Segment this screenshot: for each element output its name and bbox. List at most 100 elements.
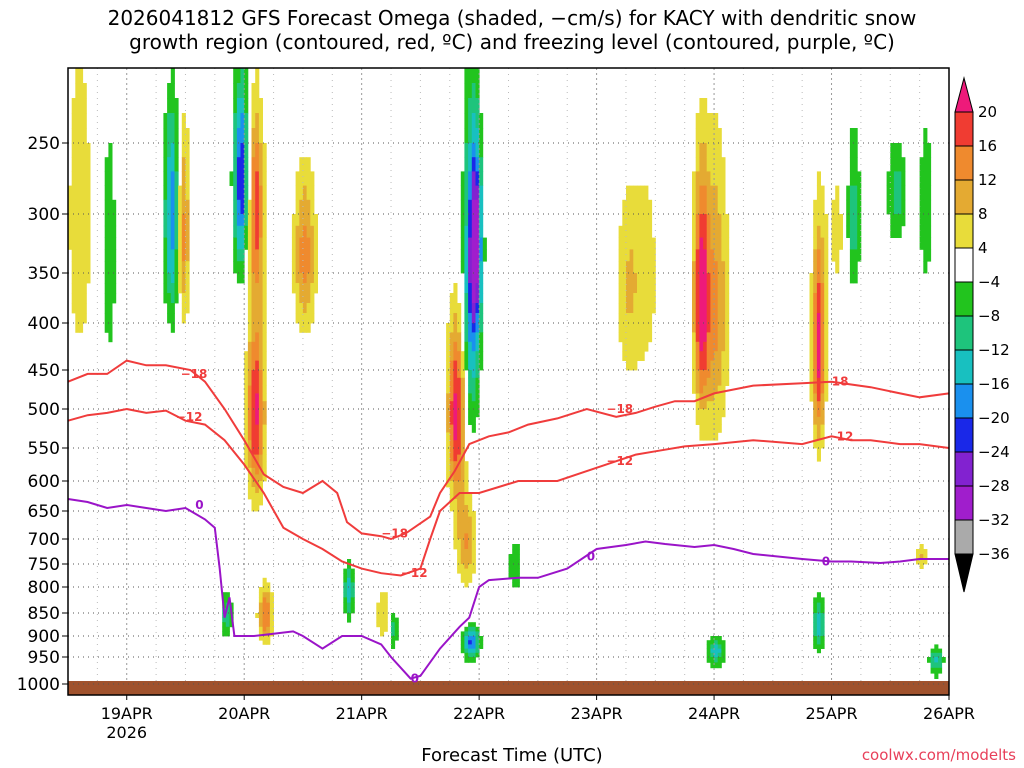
omega-cell (717, 393, 722, 402)
omega-cell (699, 98, 704, 114)
omega-cell (857, 171, 862, 186)
omega-cell (233, 261, 238, 274)
omega-cell (644, 214, 649, 227)
omega-cell (633, 225, 638, 238)
omega-cell (453, 544, 458, 550)
omega-cell (820, 323, 825, 333)
omega-cell (695, 157, 700, 172)
omega-cell (717, 657, 722, 663)
omega-cell (475, 83, 480, 99)
omega-cell (813, 597, 818, 603)
y-tick-label: 400 (28, 314, 60, 334)
omega-cell (813, 613, 818, 618)
omega-cell (255, 393, 260, 402)
omega-cell (350, 597, 355, 603)
omega-cell (714, 199, 719, 215)
omega-cell (725, 273, 730, 284)
omega-cell (174, 157, 179, 172)
omega-cell (82, 185, 87, 201)
omega-cell (258, 393, 263, 402)
omega-cell (82, 214, 87, 227)
plot-frame (67, 67, 950, 696)
omega-cell (703, 157, 708, 172)
omega-cell (938, 657, 943, 663)
omega-cell (383, 622, 388, 628)
omega-cell (471, 98, 476, 114)
omega-cell (453, 522, 458, 529)
omega-cell (82, 199, 87, 215)
omega-cell (813, 341, 818, 352)
omega-cell (468, 341, 473, 352)
omega-cell (174, 143, 179, 158)
omega-cell (453, 432, 458, 441)
omega-cell (453, 527, 458, 534)
omega-cell (816, 261, 821, 274)
omega-cell (460, 409, 465, 418)
omega-cell (695, 249, 700, 262)
omega-cell (706, 293, 711, 304)
omega-cell (622, 199, 627, 215)
omega-cell (266, 636, 271, 641)
omega-cell (710, 424, 715, 433)
omega-cell (71, 128, 76, 144)
omega-cell (919, 564, 924, 569)
omega-cell (706, 424, 711, 433)
omega-cell (938, 652, 943, 658)
omega-cell (725, 332, 730, 343)
omega-cell (262, 636, 267, 641)
omega-cell (258, 474, 263, 482)
omega-cell (813, 225, 818, 238)
omega-cell (229, 622, 234, 628)
omega-cell (453, 474, 458, 482)
y-tick-label: 1000 (17, 675, 60, 695)
omega-cell (262, 323, 267, 333)
omega-cell (468, 631, 473, 637)
omega-cell (471, 631, 476, 637)
omega-cell (464, 631, 469, 637)
omega-cell (446, 461, 451, 469)
omega-cell (251, 416, 256, 425)
omega-cell (181, 237, 186, 250)
omega-cell (453, 283, 458, 294)
omega-cell (475, 626, 480, 632)
omega-cell (453, 440, 458, 449)
omega-cell (262, 467, 267, 475)
omega-cell (897, 214, 902, 227)
omega-cell (629, 323, 634, 333)
omega-cell (468, 273, 473, 284)
omega-cell (310, 303, 315, 314)
omega-cell (75, 214, 80, 227)
omega-cell (185, 225, 190, 238)
omega-cell (515, 573, 520, 579)
omega-cell (449, 401, 454, 410)
omega-cell (347, 582, 352, 588)
omega-cell (468, 636, 473, 641)
omega-cell (813, 313, 818, 324)
credit-link[interactable]: coolwx.com/modelts (861, 746, 1016, 764)
omega-cell (886, 185, 891, 201)
omega-cell (457, 544, 462, 550)
omega-cell (648, 303, 653, 314)
omega-cell (471, 143, 476, 158)
omega-cell (240, 143, 245, 158)
omega-cell (255, 323, 260, 333)
omega-cell (703, 98, 708, 114)
omega-cell (853, 199, 858, 215)
omega-cell (468, 313, 473, 324)
omega-cell (460, 644, 465, 649)
omega-cell (460, 474, 465, 482)
omega-cell (79, 323, 84, 333)
omega-cell (835, 261, 840, 274)
omega-cell (258, 171, 263, 186)
omega-cell (468, 522, 473, 529)
omega-cell (222, 622, 227, 628)
omega-cell (446, 351, 451, 361)
omega-cell (633, 313, 638, 324)
omega-cell (468, 499, 473, 506)
omega-cell (449, 416, 454, 425)
omega-cell (460, 516, 465, 523)
omega-cell (886, 199, 891, 215)
omega-cell (347, 577, 352, 583)
omega-cell (471, 261, 476, 274)
omega-cell (457, 393, 462, 402)
